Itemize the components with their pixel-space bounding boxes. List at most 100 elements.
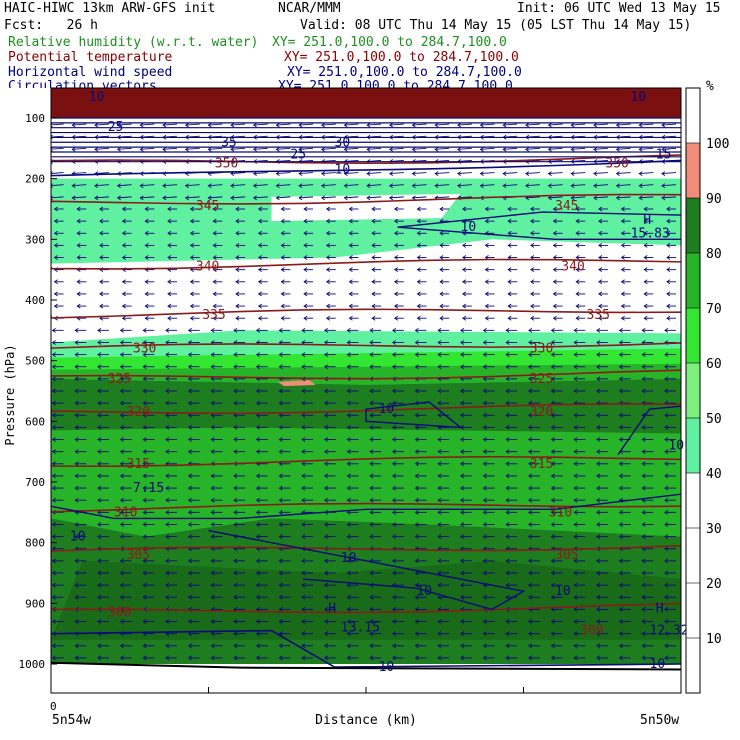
wind-vector (253, 196, 268, 199)
wind-vector-head (411, 195, 416, 201)
org-label: NCAR/MMM (278, 1, 341, 16)
wind-vector-head (343, 183, 348, 189)
wind-vector-head (641, 631, 646, 637)
wind-vector-head (346, 534, 351, 539)
wind-vector (661, 196, 676, 199)
wind-vector-head (664, 352, 669, 357)
wind-vector-head (596, 509, 601, 515)
wind-vector-head (303, 267, 308, 273)
wind-vector-head (323, 655, 329, 661)
wind-vector-head (346, 485, 351, 491)
wind-vector-head (235, 291, 240, 297)
wind-speed-label: 10 (379, 660, 395, 675)
wind-vector-head (142, 509, 147, 515)
wind-vector-head (210, 497, 215, 503)
field-rh-name: Relative humidity (w.r.t. water) (8, 35, 259, 50)
wind-vector-head (369, 449, 374, 455)
wind-vector-head (348, 267, 353, 273)
wind-vector-head (346, 400, 351, 406)
wind-vector-head (119, 352, 124, 357)
wind-vector-head (210, 631, 215, 637)
wind-vector-head (641, 558, 646, 564)
wind-vector (593, 123, 608, 126)
wind-vector-head (618, 655, 623, 661)
wind-vector-head (76, 303, 81, 309)
theta-label: 325 (530, 372, 553, 387)
wind-vector-head (437, 534, 442, 539)
wind-vector-head (99, 279, 104, 285)
wind-vector-head (346, 522, 351, 527)
wind-vector-head (414, 655, 419, 661)
wind-vector-head (53, 255, 58, 260)
wind-vector (457, 172, 472, 175)
wind-vector-head (550, 473, 555, 479)
wind-vector-head (439, 291, 444, 297)
wind-vector-head (235, 218, 240, 224)
wind-vector-head (414, 437, 419, 442)
theta-contour-300 (51, 602, 681, 614)
wind-vector-head (393, 218, 399, 224)
wind-vector-head (97, 558, 102, 564)
wind-vector-head (661, 146, 666, 152)
wind-vector-head (664, 364, 669, 370)
wind-vector-head (641, 352, 646, 357)
wind-vector-head (573, 570, 578, 576)
wind-vector-head (573, 352, 578, 357)
wind-vector-head (596, 497, 601, 503)
wind-vector-head (119, 570, 124, 576)
wind-vector-head (187, 522, 192, 527)
wind-vector-head (303, 315, 308, 321)
wind-vector (344, 184, 359, 187)
wind-vector-head (479, 171, 484, 176)
wind-vector-head (142, 449, 147, 455)
wind-vector-head (482, 594, 487, 600)
wind-vector-head (233, 364, 238, 370)
wind-vector-head (547, 146, 552, 152)
wind-vector-head (97, 522, 102, 527)
wind-vector-head (144, 255, 149, 260)
wind-vector-head (479, 183, 484, 189)
y-axis-label: Pressure (hPa) (3, 344, 17, 445)
theta-label: 350 (215, 157, 238, 172)
wind-vector-head (99, 230, 104, 236)
wind-vector-head (573, 655, 578, 661)
wind-vector-head (666, 315, 671, 321)
wind-vector-head (320, 122, 326, 128)
wind-vector-head (94, 195, 99, 201)
wind-speed-label: 10 (555, 584, 571, 599)
wind-vector-head (620, 230, 625, 236)
wind-vector-head (460, 340, 465, 345)
wind-vector-head (391, 340, 397, 345)
wind-vector-head (593, 195, 598, 201)
wind-vector-head (371, 243, 376, 248)
wind-vector-head (528, 509, 533, 515)
wind-vector-head (165, 437, 170, 442)
wind-vector-head (369, 473, 374, 479)
wind-vector-head (99, 255, 104, 260)
wind-vector-head (280, 230, 285, 236)
wind-vector (525, 147, 540, 150)
wind-vector-head (207, 122, 212, 128)
wind-vector-head (593, 146, 598, 152)
wind-vector-head (437, 582, 442, 588)
wind-vector-head (303, 243, 308, 248)
wind-vector-head (142, 437, 147, 442)
wind-vector-head (550, 364, 555, 370)
wind-vector-head (121, 291, 126, 297)
wind-vector-head (119, 340, 124, 345)
wind-vector-head (189, 291, 194, 297)
wind-vector-head (278, 534, 283, 539)
wind-vector-head (462, 267, 467, 273)
wind-vector-head (325, 243, 331, 248)
wind-vector-head (51, 449, 56, 455)
wind-vector-head (303, 218, 308, 224)
wind-vector-head (323, 388, 329, 394)
wind-vector-head (144, 230, 149, 236)
wind-vector-head (233, 449, 238, 455)
wind-vector-head (303, 303, 308, 309)
wind-vector-head (593, 171, 598, 176)
colorbar-tick-label: 20 (706, 577, 722, 592)
wind-vector-head (51, 582, 56, 588)
wind-vector (140, 184, 155, 187)
wind-vector-head (666, 291, 671, 297)
